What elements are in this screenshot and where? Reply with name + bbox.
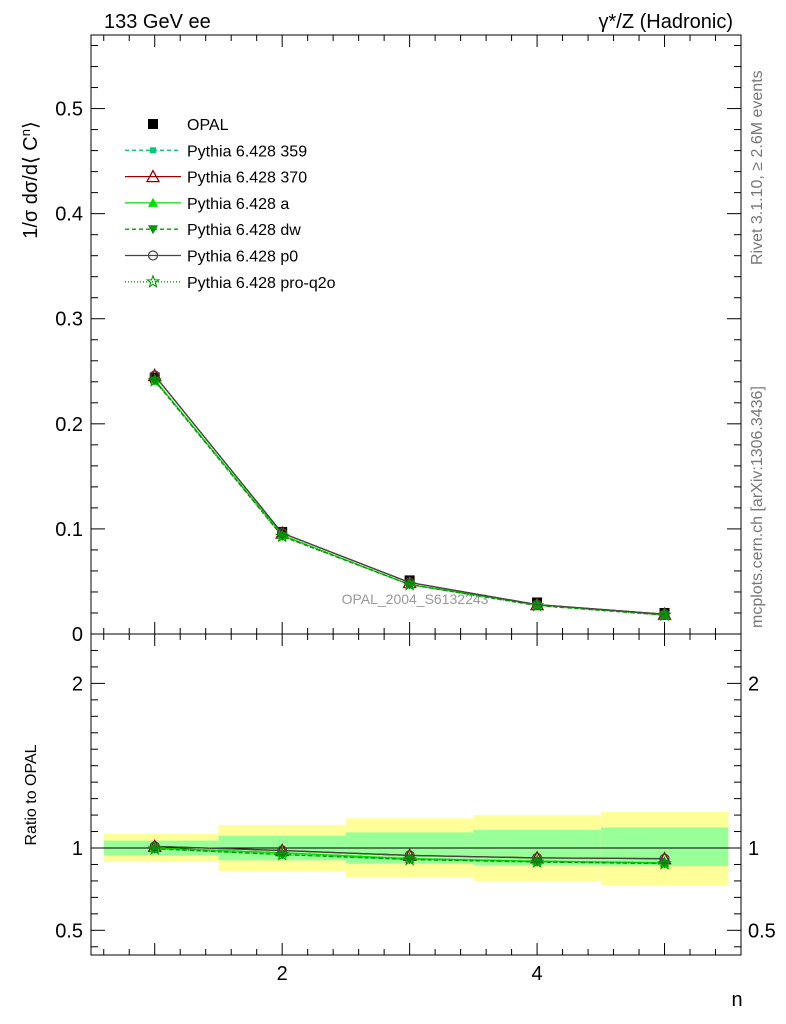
ratio-point-pythia_proq2o xyxy=(147,841,162,855)
ratio-point-pythia_p0 xyxy=(659,853,670,864)
ratio-line-pythia_p0 xyxy=(154,845,665,860)
main-y-tick-label: 0.2 xyxy=(55,414,83,436)
main-y-tick-label: 0.1 xyxy=(55,519,83,541)
main-y-tick-label: 0 xyxy=(72,624,83,646)
main-point-pythia_proq2o xyxy=(529,598,545,612)
ratio-point-pythia_p0 xyxy=(531,852,543,863)
ratio-y-tick-label-right: 0.5 xyxy=(748,920,776,942)
analysis-watermark: OPAL_2004_S6132243 xyxy=(342,591,489,607)
main-point-pythia_proq2o xyxy=(402,577,417,591)
ratio-y-tick-label: 1 xyxy=(72,838,83,860)
main-line-pythia_p0 xyxy=(154,375,665,615)
ratio-point-pythia_p0 xyxy=(277,845,288,856)
legend-marker-pythia_359 xyxy=(150,147,156,154)
main-y-tick-label: 0.5 xyxy=(55,99,83,121)
main-point-pythia_p0 xyxy=(277,528,288,539)
ratio-line-pythia_proq2o xyxy=(154,848,665,865)
legend-label-pythia_a: Pythia 6.428 a xyxy=(187,196,289,213)
x-tick-label: 4 xyxy=(532,963,543,985)
legend-label-opal: OPAL xyxy=(187,117,229,134)
legend-label-pythia_359: Pythia 6.428 359 xyxy=(187,143,307,160)
ratio-y-tick-label: 0.5 xyxy=(55,920,83,942)
mcplots-source-label: mcplots.cern.ch [arXiv:1306.3436] xyxy=(749,386,766,628)
main-y-tick-label: 0.3 xyxy=(55,309,83,331)
main-y-label-sup: n xyxy=(18,129,33,136)
legend-marker-pythia_proq2o xyxy=(145,274,161,288)
x-axis-label: n xyxy=(731,989,742,1011)
legend-label-pythia_p0: Pythia 6.428 p0 xyxy=(187,249,298,266)
main-point-pythia_proq2o xyxy=(657,607,672,622)
main-point-pythia_proq2o xyxy=(275,528,290,543)
legend-label-pythia_dw: Pythia 6.428 dw xyxy=(187,222,301,239)
main-y-tick-label: 0.4 xyxy=(55,204,83,226)
main-y-label-pre: 1/σ dσ/d⟨ C xyxy=(20,136,42,239)
legend-label-pythia_370: Pythia 6.428 370 xyxy=(187,170,307,187)
ratio-point-pythia_proq2o xyxy=(402,851,417,866)
ratio-point-pythia_proq2o xyxy=(529,854,545,869)
legend-marker-opal xyxy=(148,119,158,129)
ratio-point-pythia_proq2o xyxy=(657,856,672,870)
header-left: 133 GeV ee xyxy=(104,11,211,33)
rivet-version-label: Rivet 3.1.10, ≥ 2.6M events xyxy=(749,70,766,265)
ratio-y-tick-label-right: 2 xyxy=(748,673,759,695)
main-point-pythia_proq2o xyxy=(147,373,162,387)
main-y-axis-label: 1/σ dσ/d⟨ Cn⟩ xyxy=(18,121,43,239)
ratio-y-tick-label: 2 xyxy=(72,673,83,695)
legend-marker-pythia_dw xyxy=(148,225,158,235)
legend-marker-pythia_p0 xyxy=(147,250,159,261)
legend: OPAL Pythia 6.428 359 Pythia 6.428 370 Pyth… xyxy=(125,117,336,292)
ratio-plot-frame xyxy=(90,633,742,956)
legend-label-pythia_proq2o: Pythia 6.428 pro-q2o xyxy=(187,275,336,292)
ratio-point-pythia_proq2o xyxy=(275,847,290,861)
header-right: γ*/Z (Hadronic) xyxy=(599,11,733,33)
x-tick-label: 2 xyxy=(277,963,288,985)
main-y-label-post: ⟩ xyxy=(20,121,42,129)
ratio-y-axis-label: Ratio to OPAL xyxy=(23,744,40,845)
legend-marker-pythia_a xyxy=(148,197,158,207)
svg-text:1/σ dσ/d⟨ Cn⟩: 1/σ dσ/d⟨ Cn⟩ xyxy=(18,121,43,239)
ratio-y-tick-label-right: 1 xyxy=(748,838,759,860)
main-point-pythia_p0 xyxy=(149,370,160,381)
legend-marker-pythia_370 xyxy=(145,169,161,183)
